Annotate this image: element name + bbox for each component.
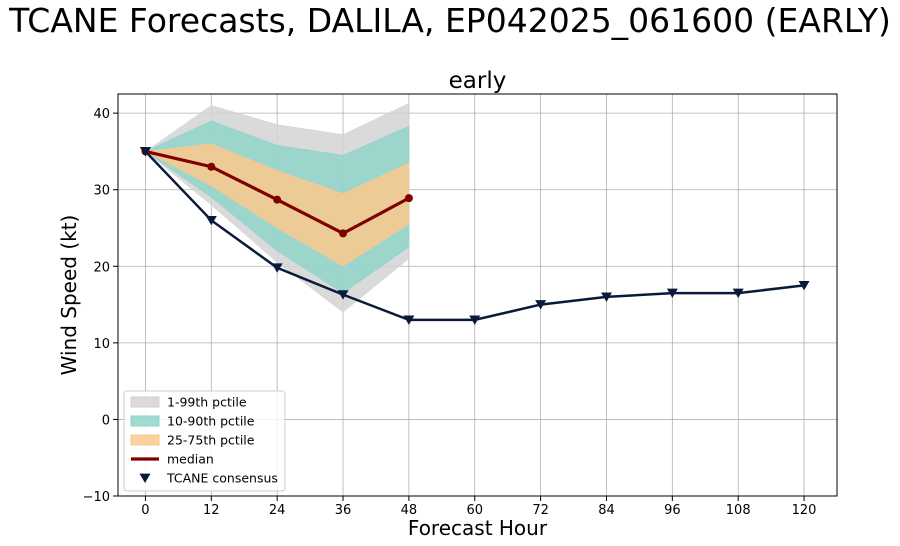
legend-label: 25-75th pctile [167,433,255,448]
plot-frame [117,93,838,497]
y-tick-label: 40 [93,107,110,122]
data-series [139,147,810,325]
axes: 0 12 24 36 48 60 72 84 96 108 120 −10 0 10 20 30 40 [83,107,817,518]
x-axis-label: Forecast Hour [408,516,548,540]
legend-swatch [130,415,160,427]
plot-title: early [449,68,507,94]
y-tick-label: 0 [102,413,110,428]
y-tick-label: 30 [93,184,110,199]
consensus-point [271,263,283,273]
x-tick-label: 120 [792,503,817,518]
consensus-point [403,315,415,325]
x-tick-label: 108 [726,503,751,518]
legend: 1-99th pctile 10-90th pctile 25-75th pctil… [123,390,286,492]
consensus-point [205,215,217,226]
figure-title: TCANE Forecasts, DALILA, EP042025_061600… [9,1,891,40]
consensus-point [798,281,810,291]
legend-box [123,390,286,492]
x-tick-label: 36 [335,503,352,518]
consensus-point [732,288,744,299]
consensus-point [469,315,481,325]
x-tick-label: 24 [269,503,286,518]
x-tick-label: 96 [664,503,681,518]
x-tick-label: 0 [141,503,149,518]
consensus-point [535,300,547,310]
median-point [273,195,282,204]
median-point [404,194,413,203]
consensus-point [666,288,678,299]
legend-label: TCANE consensus [166,471,278,486]
y-tick-label: 10 [93,337,110,352]
median-point [339,229,348,238]
legend-swatch [130,396,160,408]
consensus-point [139,147,151,157]
consensus-point [600,292,612,302]
x-tick-label: 48 [401,503,418,518]
legend-label: 10-90th pctile [167,414,255,429]
y-tick-label: 20 [93,260,110,275]
x-tick-label: 12 [203,503,220,518]
consensus-point [337,290,349,300]
y-tick-label: −10 [83,490,110,505]
x-tick-label: 60 [466,503,483,518]
y-axis-label: Wind Speed (kt) [57,215,81,376]
legend-swatch [139,473,151,483]
legend-swatch [130,434,160,446]
legend-label: median [167,452,214,467]
x-tick-label: 72 [532,503,549,518]
x-tick-label: 84 [598,503,615,518]
legend-label: 1-99th pctile [167,395,247,410]
median-point [207,162,216,171]
